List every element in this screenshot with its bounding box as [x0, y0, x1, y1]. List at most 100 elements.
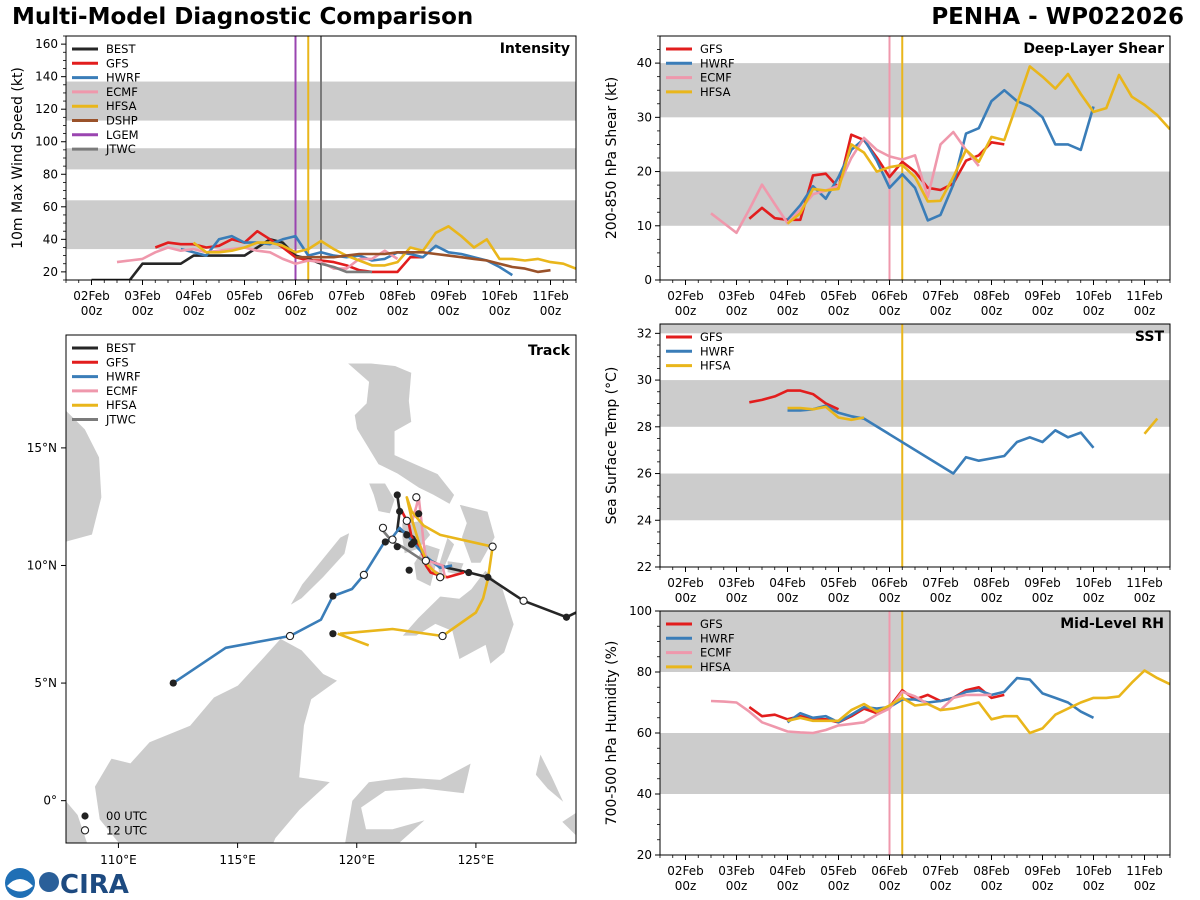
sst-xtick-label: 08Feb: [973, 576, 1010, 590]
rh-xtick-sublabel: 00z: [981, 879, 1003, 893]
rh-xtick-sublabel: 00z: [930, 879, 952, 893]
track-fix-00utc: [396, 507, 404, 515]
track-fix-00utc: [381, 538, 389, 546]
intensity-xtick-sublabel: 00z: [183, 304, 205, 318]
track-fix-00utc: [562, 613, 571, 621]
sst-ytick-label: 30: [637, 373, 652, 387]
intensity-xtick-sublabel: 00z: [234, 304, 256, 318]
shear-ytick-label: 10: [637, 219, 652, 233]
track-fix-00utc: [415, 510, 423, 518]
track-legend-marker-12: [80, 826, 90, 835]
sst-xtick-sublabel: 00z: [777, 591, 799, 605]
track-legend-marker-label: 12 UTC: [106, 823, 147, 837]
intensity-xtick-sublabel: 00z: [387, 304, 409, 318]
intensity-xtick-sublabel: 00z: [285, 304, 307, 318]
shear-xtick-sublabel: 00z: [981, 304, 1003, 318]
track-fix-12utc: [519, 596, 528, 605]
shear-xtick-sublabel: 00z: [879, 304, 901, 318]
sst-frame: [659, 323, 1171, 568]
shear-xtick-sublabel: 00z: [1134, 304, 1156, 318]
shear-legend-label-hfsa: HFSA: [700, 85, 731, 99]
rh-series-hwrf-1: [786, 676, 1095, 724]
rh-ylabel: 700-500 hPa Humidity (%): [604, 641, 620, 826]
sst-xtick-label: 11Feb: [1126, 576, 1163, 590]
intensity-ytick-label: 100: [35, 135, 58, 149]
rh-band-0: [660, 733, 1170, 794]
intensity-xtick-sublabel: 00z: [336, 304, 358, 318]
shear-legend-label-gfs: GFS: [700, 42, 723, 56]
shear-band-1: [660, 63, 1170, 118]
sst-title: SST: [1135, 329, 1165, 345]
sst-xtick-sublabel: 00z: [981, 591, 1003, 605]
shear-xtick-label: 03Feb: [718, 289, 755, 303]
intensity-series-jtwc-6: [320, 262, 372, 274]
rh-xtick-label: 08Feb: [973, 864, 1010, 878]
sst-ytick-label: 32: [637, 326, 652, 340]
intensity-ytick-label: 80: [43, 167, 58, 181]
rh-ytick-label: 100: [629, 604, 652, 618]
track-fix-00utc: [403, 531, 411, 539]
sst-panel: 22242628303202Feb00z03Feb00z04Feb00z05Fe…: [604, 323, 1171, 605]
track-xtick-label: 110°E: [100, 853, 137, 867]
shear-xtick-label: 02Feb: [667, 289, 704, 303]
shear-xtick-label: 04Feb: [769, 289, 806, 303]
rh-xtick-sublabel: 00z: [1083, 879, 1105, 893]
sst-series-hfsa-2: [787, 405, 865, 422]
track-fix-12utc: [421, 556, 431, 565]
rh-xtick-label: 11Feb: [1126, 864, 1163, 878]
intensity-ytick-label: 20: [43, 265, 58, 279]
land-new-guinea-tip: [561, 811, 576, 837]
intensity-xtick-label: 10Feb: [481, 289, 518, 303]
shear-xtick-label: 05Feb: [820, 289, 857, 303]
shear-xtick-label: 10Feb: [1075, 289, 1112, 303]
shear-ytick-label: 30: [637, 110, 652, 124]
sst-xtick-label: 07Feb: [922, 576, 959, 590]
track-fix-12utc: [285, 631, 295, 641]
intensity-legend-label-ecmf: ECMF: [106, 85, 138, 99]
track-ytick-label: 5°N: [34, 676, 57, 690]
sst-series-hfsa-3: [1143, 417, 1159, 435]
intensity-xtick-label: 08Feb: [379, 289, 416, 303]
intensity-plot-area: [66, 36, 576, 280]
land-borneo: [94, 637, 339, 843]
intensity-legend-label-hwrf: HWRF: [106, 71, 141, 85]
track-fix-00utc: [169, 679, 177, 687]
rh-xtick-label: 10Feb: [1075, 864, 1112, 878]
sst-xtick-label: 02Feb: [667, 576, 704, 590]
sst-ytick-label: 24: [637, 513, 652, 527]
intensity-xtick-label: 11Feb: [532, 289, 569, 303]
logo-wordmark: CIRA: [60, 870, 129, 900]
intensity-xtick-label: 05Feb: [226, 289, 263, 303]
rh-legend-label-ecmf: ECMF: [700, 646, 732, 660]
land-leyte-samar: [458, 503, 496, 564]
rh-xtick-label: 07Feb: [922, 864, 959, 878]
rh-xtick-sublabel: 00z: [879, 879, 901, 893]
globe-icon: [39, 872, 59, 892]
rh-legend-label-hfsa: HFSA: [700, 660, 731, 674]
sst-ytick-label: 28: [637, 420, 652, 434]
sst-legend-label-hwrf: HWRF: [700, 344, 735, 358]
shear-ylabel: 200-850 hPa Shear (kt): [604, 77, 620, 239]
track-fix-12utc: [438, 631, 447, 641]
track-fix-00utc: [407, 540, 416, 548]
intensity-xtick-sublabel: 00z: [540, 304, 562, 318]
track-fix-12utc: [488, 542, 497, 551]
shear-ytick-label: 20: [637, 165, 652, 179]
shear-xtick-sublabel: 00z: [1032, 304, 1054, 318]
rh-xtick-sublabel: 00z: [1032, 879, 1054, 893]
track-legend-label-hwrf: HWRF: [106, 370, 141, 384]
sst-xtick-sublabel: 00z: [879, 591, 901, 605]
shear-xtick-label: 09Feb: [1024, 289, 1061, 303]
land-halmahera: [535, 752, 565, 804]
track-fix-12utc: [388, 535, 397, 544]
track-ytick-label: 15°N: [27, 441, 57, 455]
intensity-series-ecmf-3: [116, 246, 399, 270]
intensity-legend-label-jtwc: JTWC: [105, 142, 136, 156]
track-fix-00utc: [405, 566, 413, 574]
rh-xtick-label: 09Feb: [1024, 864, 1061, 878]
sst-legend-label-gfs: GFS: [700, 330, 723, 344]
intensity-legend-label-dshp: DSHP: [106, 114, 138, 128]
sst-band-0: [660, 473, 1170, 521]
shear-xtick-label: 06Feb: [871, 289, 908, 303]
